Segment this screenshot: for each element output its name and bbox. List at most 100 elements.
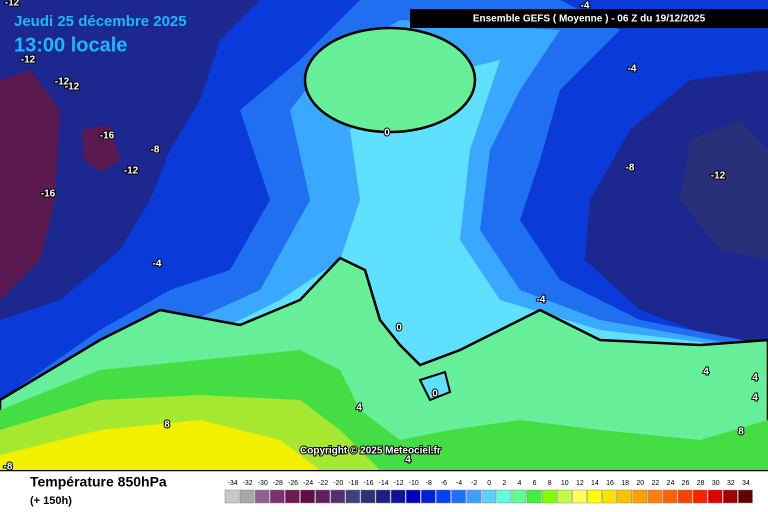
legend-swatch: [602, 489, 617, 504]
time: 13:00 locale: [14, 34, 127, 56]
legend-swatch: [239, 489, 255, 504]
model-info: Ensemble GEFS ( Moyenne ) - 06 Z du 19/1…: [473, 14, 706, 25]
legend-swatch: [617, 489, 632, 504]
date: Jeudi 25 décembre 2025: [14, 13, 187, 30]
legend-label: 32: [727, 480, 735, 487]
copyright: Copyright © 2025 Meteociel.fr: [300, 446, 441, 457]
legend-swatch: [405, 489, 421, 504]
legend-label: 30: [712, 480, 720, 487]
contour-label: -4: [153, 259, 162, 270]
legend-label: -28: [273, 480, 283, 487]
contour-label: -12: [65, 82, 80, 93]
legend-label: -10: [409, 480, 419, 487]
contour-label: 0: [432, 389, 438, 400]
contour-label: 4: [405, 455, 411, 466]
legend-label: 2: [502, 480, 506, 487]
contour-label: -4: [537, 295, 546, 306]
contour-label: -4: [628, 64, 637, 75]
legend-swatch: [451, 489, 466, 504]
legend-label: -6: [441, 480, 447, 487]
legend-swatch: [285, 489, 300, 504]
contour-label: -16: [41, 189, 56, 200]
legend-label: 34: [742, 480, 750, 487]
cold-core: [82, 125, 120, 172]
contour-label: 4: [752, 373, 758, 384]
legend-swatch: [421, 489, 436, 504]
legend-swatch: [466, 489, 481, 504]
legend-swatch: [496, 489, 512, 504]
greenland-zone: [303, 26, 477, 134]
contour-label: -12: [55, 77, 70, 88]
legend-swatch: [662, 489, 678, 504]
legend-label: 8: [548, 480, 552, 487]
legend-swatch: [315, 489, 330, 504]
legend-label: 12: [576, 480, 584, 487]
contour-label: -12: [5, 0, 20, 9]
legend-label: 20: [636, 480, 644, 487]
legend-swatch: [723, 489, 738, 504]
contour-label: 8: [164, 420, 170, 431]
legend-label: -20: [333, 480, 343, 487]
contour-label: 4: [356, 403, 362, 414]
contour-label: -8: [626, 163, 635, 174]
legend-label: 4: [517, 480, 521, 487]
legend-label: -16: [363, 480, 373, 487]
legend-label: 6: [533, 480, 537, 487]
legend-swatch: [692, 489, 708, 504]
contour-label: 0: [396, 323, 402, 334]
contour-label: -8: [151, 145, 160, 156]
contour-label: -12: [124, 166, 139, 177]
legend-swatch: [360, 489, 376, 504]
legend-swatch: [254, 489, 270, 504]
legend-swatch: [707, 489, 723, 504]
temp-zone: [418, 370, 452, 402]
legend-label: -8: [426, 480, 432, 487]
legend-label: 22: [651, 480, 659, 487]
legend-swatch: [481, 489, 497, 504]
legend-label: -34: [227, 480, 237, 487]
contour-label: -12: [21, 55, 36, 66]
legend-label: 16: [606, 480, 614, 487]
legend-label: -2: [471, 480, 477, 487]
contour-label: -8: [4, 462, 13, 473]
model-box: [410, 9, 768, 28]
legend-swatch: [224, 489, 240, 504]
legend-label: -14: [378, 480, 388, 487]
legend-swatch: [390, 489, 406, 504]
legend-label: 24: [667, 480, 675, 487]
legend-swatch: [587, 489, 602, 504]
legend-swatch: [677, 489, 693, 504]
legend-label: -30: [258, 480, 268, 487]
legend-label: 0: [487, 480, 491, 487]
legend-swatch: [632, 489, 648, 504]
legend-label: 18: [621, 480, 629, 487]
legend-swatch: [511, 489, 527, 504]
contour-label: 0: [384, 128, 390, 139]
legend-swatch: [330, 489, 346, 504]
legend-label: -12: [394, 480, 404, 487]
legend-swatch: [556, 489, 572, 504]
legend-swatch: [300, 489, 315, 504]
legend-label: -26: [288, 480, 298, 487]
contour-label: 4: [752, 393, 758, 404]
legend-swatch: [647, 489, 663, 504]
contour-label: 4: [703, 367, 709, 378]
legend-swatch: [526, 489, 542, 504]
legend-label: -32: [243, 480, 253, 487]
contour-label: -16: [100, 131, 115, 142]
legend-label: -24: [303, 480, 313, 487]
legend-swatch: [572, 489, 587, 504]
contour-label: -12: [711, 171, 726, 182]
footer-title: Température 850hPa: [30, 474, 167, 490]
contour-label: -4: [581, 1, 590, 12]
legend-swatch: [375, 489, 391, 504]
legend-label: -18: [348, 480, 358, 487]
legend-label: 14: [591, 480, 599, 487]
cold-core: [0, 70, 60, 300]
footer-lead: (+ 150h): [30, 495, 72, 507]
contour-label: 8: [738, 427, 744, 438]
legend-swatch: [541, 489, 557, 504]
legend-swatch: [345, 489, 361, 504]
